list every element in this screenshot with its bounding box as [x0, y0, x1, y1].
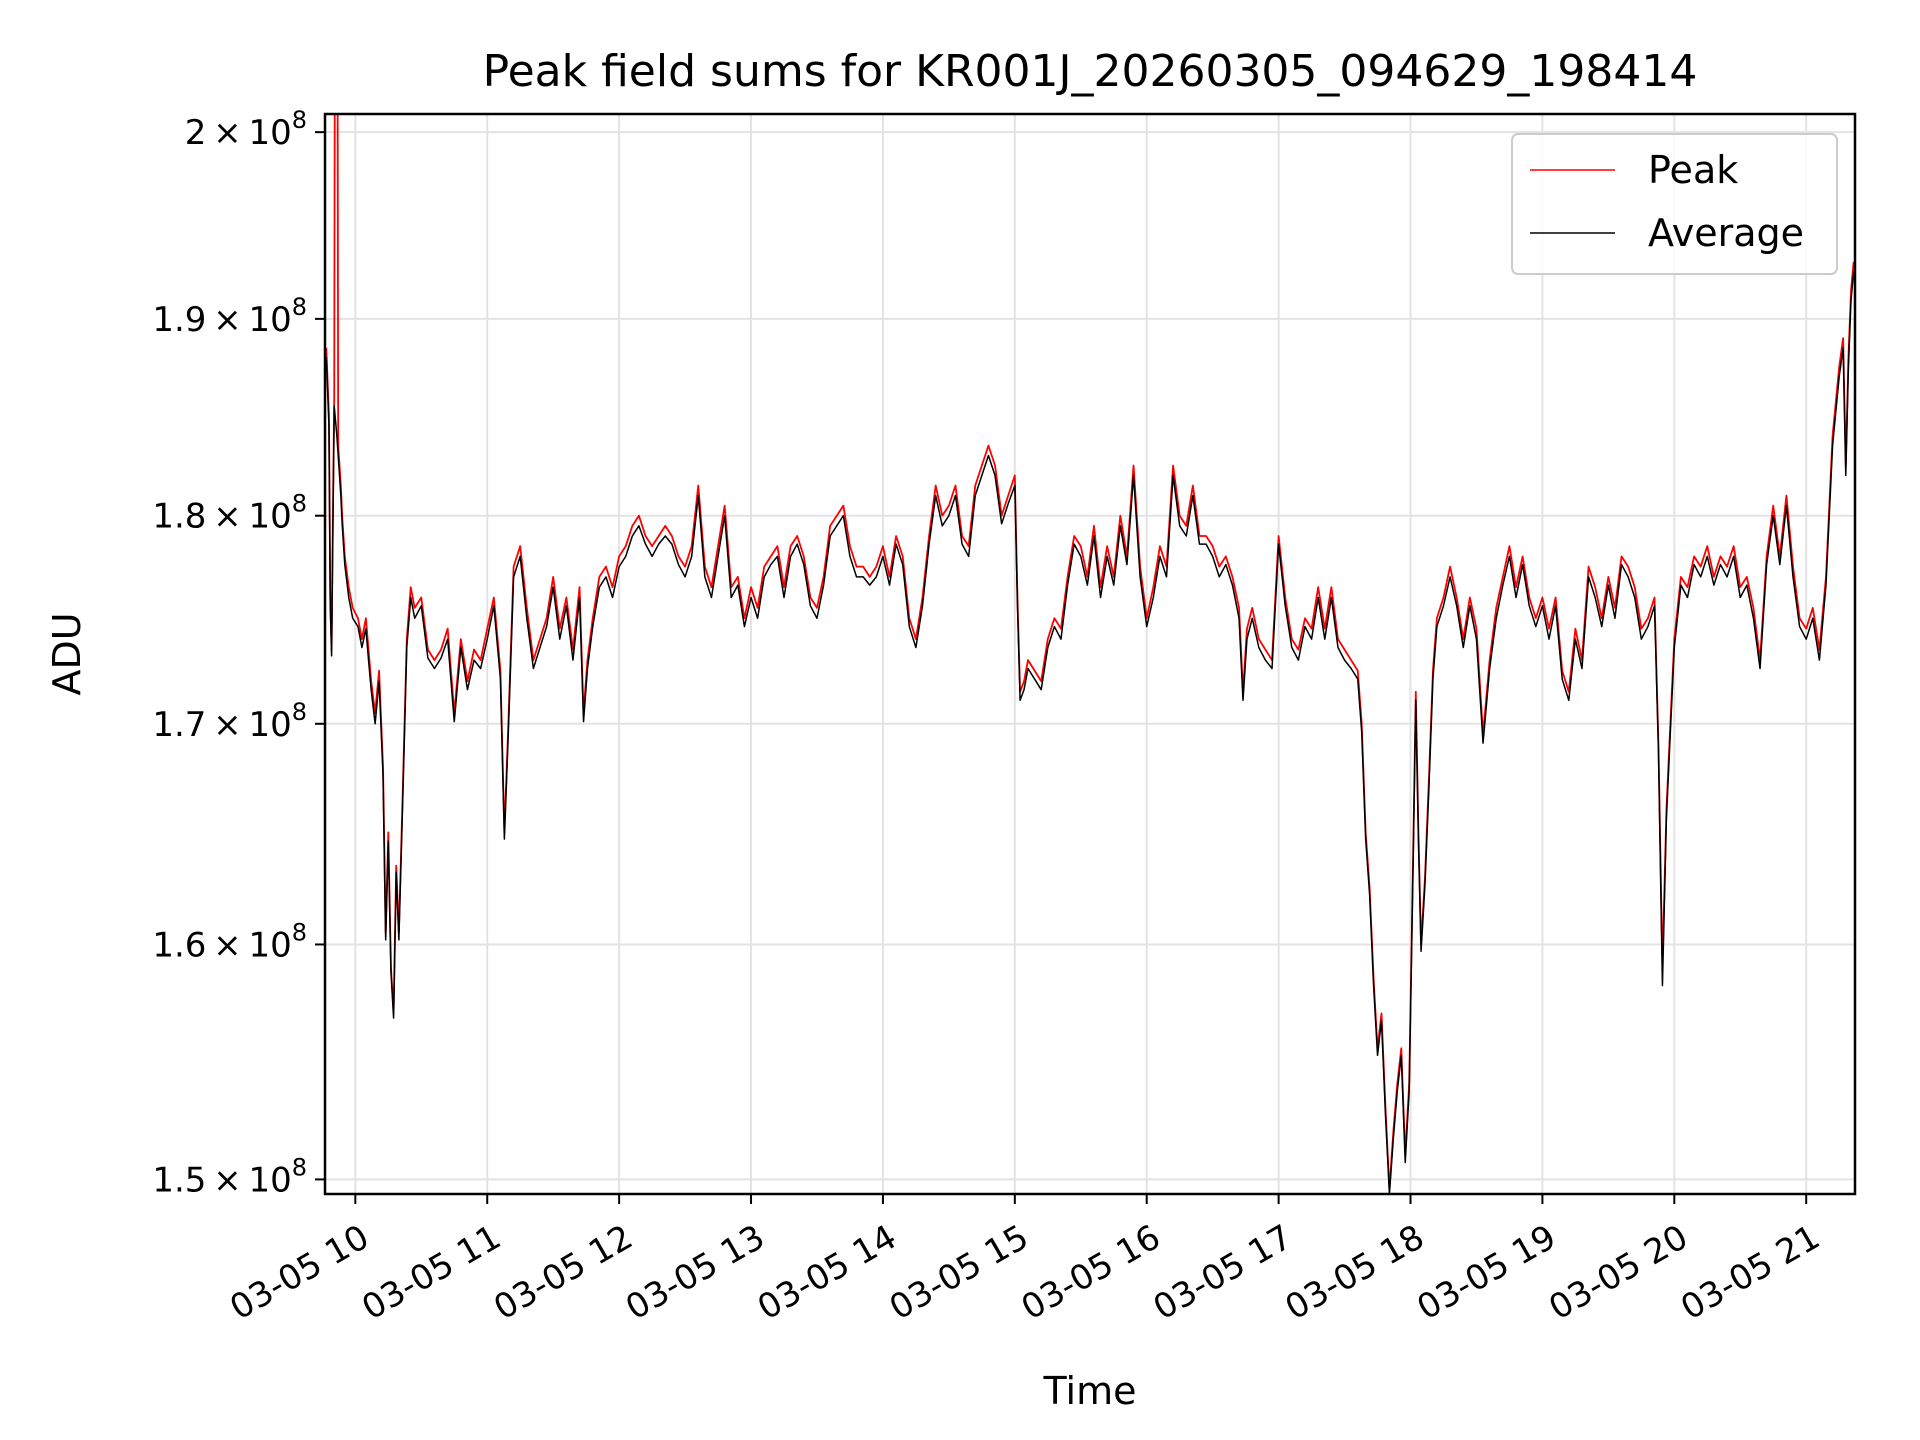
- legend-box: [1511, 133, 1838, 275]
- x-tick-label: 03-05 15: [883, 1217, 1035, 1328]
- y-axis-label: ADU: [45, 612, 89, 695]
- grid: [325, 114, 1855, 1194]
- x-tick-label: 03-05 14: [751, 1217, 903, 1328]
- x-tick-label: 03-05 11: [355, 1217, 507, 1328]
- series-layer: [325, 114, 1855, 1194]
- x-tick-label: 03-05 21: [1674, 1217, 1826, 1328]
- y-axis: 1.5 × 108 1.6 × 108 1.7 × 108 1.8 × 108 1.9 …: [152, 106, 325, 1200]
- y-tick-label: 1.9 × 108: [152, 293, 307, 340]
- y-tick-label: 1.6 × 108: [152, 918, 307, 965]
- y-tick-label: 1.8 × 108: [152, 490, 307, 537]
- y-tick-label: 2 × 108: [185, 106, 307, 153]
- x-axis-label: Time: [1043, 1369, 1137, 1413]
- series-line-average: [325, 271, 1855, 1194]
- y-tick-label: 1.7 × 108: [152, 698, 307, 745]
- chart-title: Peak field sums for KR001J_20260305_0946…: [483, 46, 1698, 97]
- y-tick-label: 1.5 × 108: [152, 1153, 307, 1200]
- x-tick-label: 03-05 20: [1542, 1217, 1694, 1328]
- x-tick-label: 03-05 16: [1015, 1217, 1167, 1328]
- legend-label-peak: Peak: [1648, 148, 1738, 192]
- plot-background: [325, 114, 1855, 1194]
- plot-frame: [323, 112, 1857, 1196]
- x-tick-label: 03-05 19: [1411, 1217, 1563, 1328]
- legend: Peak Average: [1511, 133, 1838, 275]
- legend-label-average: Average: [1648, 211, 1804, 255]
- x-tick-label: 03-05 12: [487, 1217, 639, 1328]
- x-tick-label: 03-05 18: [1279, 1217, 1431, 1328]
- x-tick-label: 03-05 13: [619, 1217, 771, 1328]
- x-tick-label: 03-05 17: [1147, 1217, 1299, 1328]
- x-tick-label: 03-05 10: [223, 1217, 375, 1328]
